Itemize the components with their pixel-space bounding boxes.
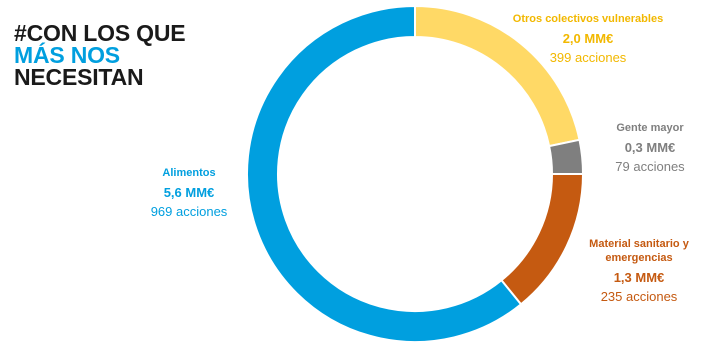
- slice-actions: 399 acciones: [549, 50, 627, 65]
- label-alimentos: Alimentos 5,6 MM€ 969 acciones: [134, 164, 244, 221]
- slice-amount: 5,6 MM€: [163, 185, 215, 200]
- slice-actions: 79 acciones: [615, 159, 685, 174]
- slice-name: Material sanitario y emergencias: [589, 238, 689, 264]
- label-gente-mayor: Gente mayor 0,3 MM€ 79 acciones: [600, 119, 700, 176]
- slice-name: Alimentos: [162, 167, 216, 179]
- donut-slice-3: [246, 4, 523, 342]
- label-otros-colectivos: Otros colectivos vulnerables 2,0 MM€ 399…: [500, 10, 676, 67]
- donut-slices: [246, 4, 585, 342]
- slice-amount: 0,3 MM€: [624, 140, 676, 155]
- slice-name: Gente mayor: [616, 122, 684, 134]
- slice-amount: 2,0 MM€: [562, 31, 614, 46]
- campaign-hashtag: #CON LOS QUE MÁS NOS NECESITAN: [14, 20, 186, 90]
- donut-slice-1: [547, 138, 585, 175]
- hashtag-line-2: MÁS NOS: [14, 42, 120, 68]
- slice-name: Otros colectivos vulnerables: [512, 13, 664, 25]
- slice-amount: 1,3 MM€: [613, 270, 665, 285]
- slice-actions: 969 acciones: [150, 204, 228, 219]
- hashtag-line-3: NECESITAN: [14, 64, 144, 90]
- hashtag-line-1: #CON LOS QUE: [14, 20, 186, 46]
- donut-slice-2: [500, 173, 585, 306]
- label-material-sanitario: Material sanitario y emergencias 1,3 MM€…: [577, 237, 701, 306]
- slice-actions: 235 acciones: [600, 289, 678, 304]
